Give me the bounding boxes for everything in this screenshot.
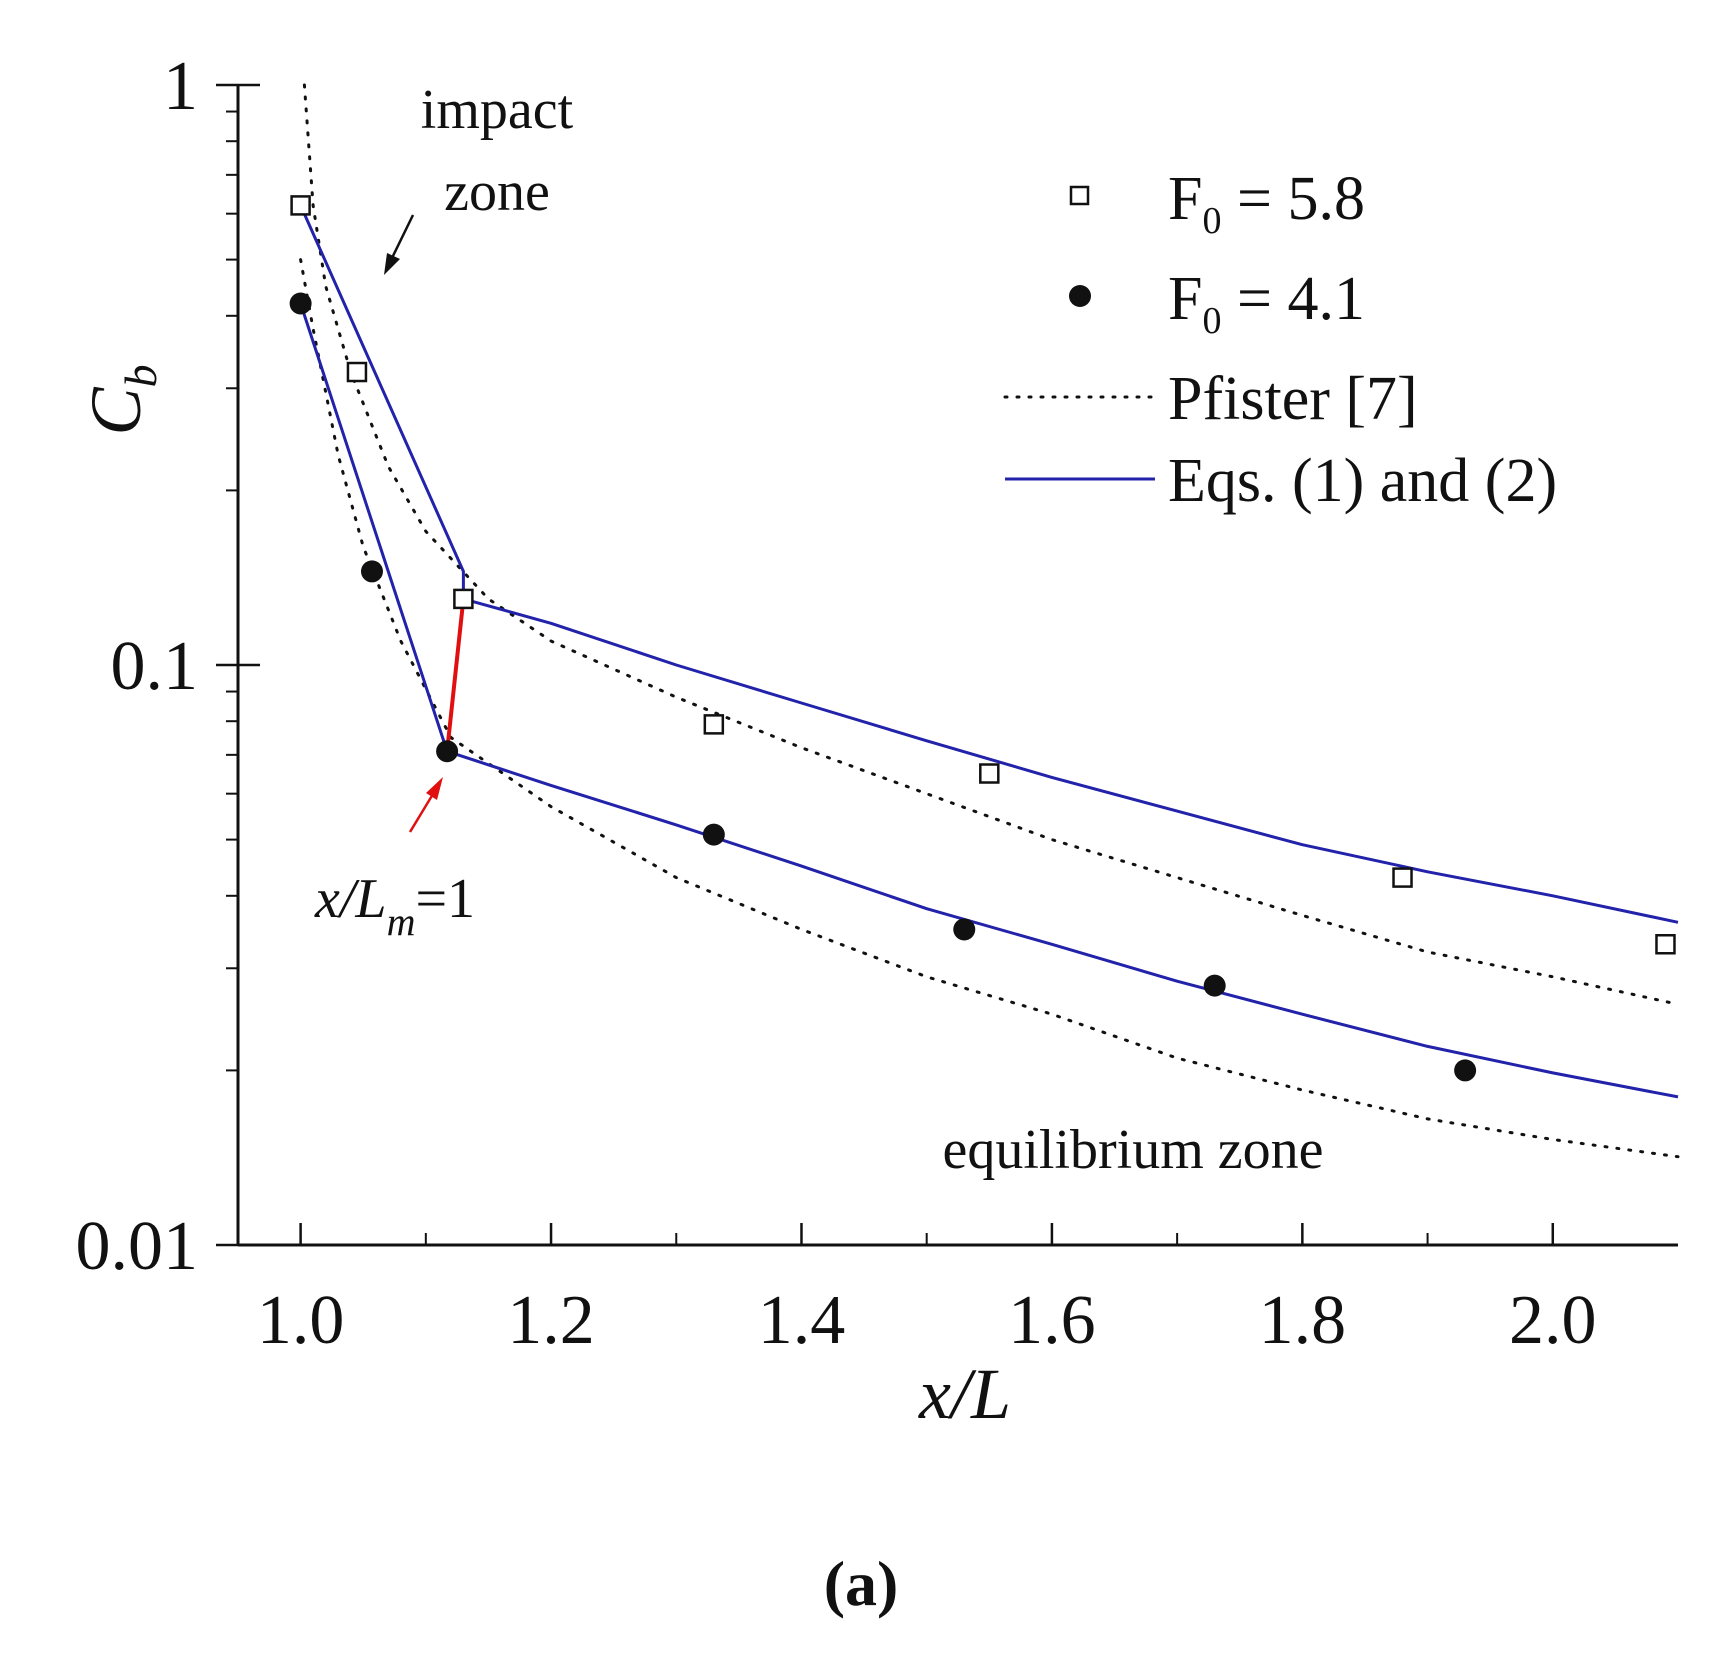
series-line-4 [445,598,466,752]
x-tick-label: 1.8 [1259,1282,1347,1359]
y-tick-label: 0.01 [76,1208,199,1285]
legend-circle-symbol [1069,285,1091,307]
data-markers [289,195,1676,1082]
marker-circle-f41 [702,823,725,846]
legend-square-symbol [1069,185,1090,206]
x-tick-label: 1.0 [257,1282,345,1359]
marker-circle-f41 [953,918,976,941]
marker-square-f58 [1392,867,1413,888]
marker-circle-f41 [360,560,383,583]
x-tick-label: 1.6 [1008,1282,1096,1359]
series-line-3 [299,303,1679,1099]
legend-f58-suffix: = 5.8 [1221,165,1364,233]
series-line-1 [299,258,1680,1159]
panel-label: (a) [824,1548,899,1619]
xlm-arrow [408,777,443,833]
y-axis-label-main: C [76,387,156,436]
legend-entry-pfister: Pfister [7] [1168,365,1418,433]
xlm-label-sub: m [387,899,416,944]
series-lines [299,83,1680,1159]
x-tick-label: 1.2 [507,1282,595,1359]
legend-f41-sub: 0 [1202,300,1221,342]
marker-square-f58 [979,763,1000,784]
marker-square-f58 [346,361,368,383]
y-tick-label: 1 [163,48,198,125]
xlm-label-suffix: =1 [415,868,475,930]
impact-zone-arrow [384,214,415,275]
impact-zone-label-line1: impact [421,79,574,141]
legend-entry-eqs: Eqs. (1) and (2) [1168,447,1557,515]
marker-square-f58 [703,714,725,735]
marker-square-f58 [1655,934,1676,955]
marker-square-f58 [290,195,311,216]
y-axis-label-sub: b [115,364,166,387]
legend-entry-f58: F0 = 5.8 [1168,165,1365,242]
legend-f41-suffix: = 4.1 [1221,265,1364,333]
x-tick-label: 1.4 [758,1282,846,1359]
legend-entry-f41: F0 = 4.1 [1168,265,1365,342]
marker-circle-f41 [436,740,459,763]
xlm-label-main: x/L [314,868,387,930]
marker-circle-f41 [289,292,312,315]
marker-square-f58 [453,588,474,610]
legend: F0 = 5.8 F0 = 4.1 Pfister [7] Eqs. (1) a… [1003,165,1557,515]
legend-f58-main: F [1168,165,1202,233]
x-tick-label: 2.0 [1509,1282,1597,1359]
x-axis-label: x/L [918,1354,1011,1434]
legend-f41-main: F [1168,265,1202,333]
marker-circle-f41 [1203,974,1226,997]
svg-text:Cb: Cb [76,364,166,435]
y-tick-label: 0.1 [111,628,199,705]
legend-f58-sub: 0 [1202,200,1221,242]
marker-circle-f41 [1454,1059,1477,1082]
ticks: 1.0 1.2 1.4 1.6 1.8 2.0 1 0.1 0.01 [76,48,1597,1359]
y-axis-label: Cb [76,364,166,435]
series-line-2 [299,204,1679,924]
xlm-label: x/Lm=1 [314,868,475,944]
equilibrium-zone-label: equilibrium zone [942,1119,1323,1181]
impact-zone-label-line2: zone [444,161,550,223]
